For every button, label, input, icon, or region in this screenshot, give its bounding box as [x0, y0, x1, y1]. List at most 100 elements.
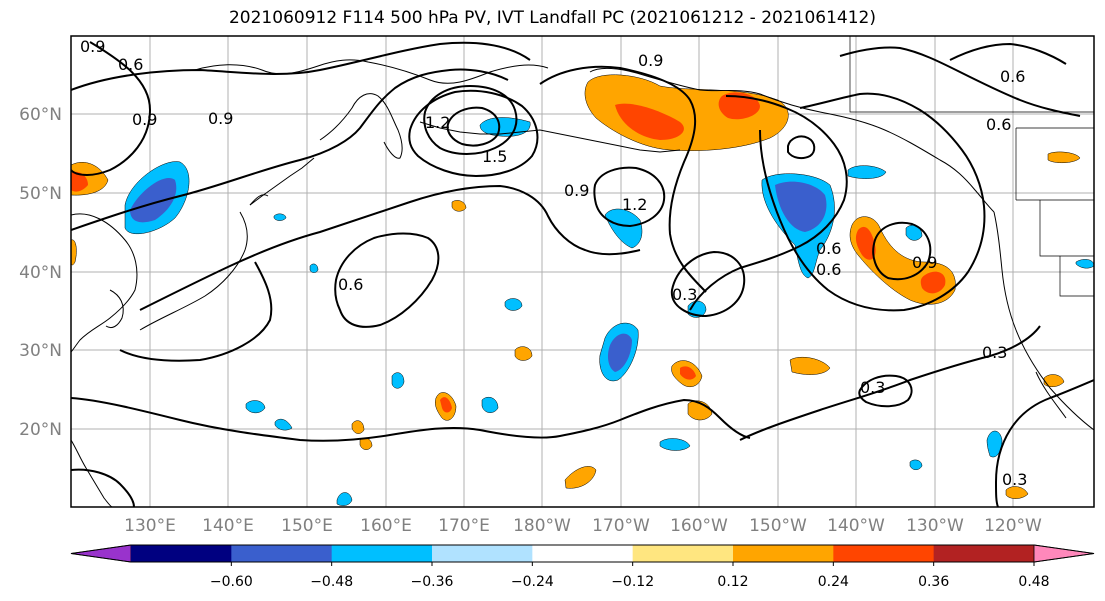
- colorbar-bin: [933, 545, 1035, 562]
- colorbar-bin: [733, 545, 834, 562]
- colorbar-extend-max: [1033, 544, 1095, 563]
- contour-gulf-trough: [689, 95, 848, 311]
- contour-east-loop: [872, 221, 932, 281]
- colorbar-tick-label: 0.48: [1018, 574, 1049, 590]
- contour-east-pacific: [759, 92, 986, 312]
- longitude-label: 160°W: [670, 516, 728, 536]
- contour-label: 1.2: [425, 113, 450, 132]
- colorbar-bin: [833, 545, 935, 562]
- contour-low-center: [423, 84, 518, 155]
- contour-low-inner: [446, 106, 501, 147]
- small-positive-11: [351, 420, 365, 434]
- longitude-label: 130°E: [124, 516, 176, 536]
- small-positive-8: [1047, 151, 1081, 163]
- contour-ridge-150: [119, 261, 273, 362]
- longitude-label: 170°W: [592, 516, 650, 536]
- colorbar-outline: [70, 544, 1095, 563]
- coastline-siberia: [194, 59, 549, 84]
- contour-label: 0.6: [338, 275, 363, 294]
- colorbar-tick-label: 0.12: [717, 574, 748, 590]
- contour-label: 0.6: [986, 115, 1011, 134]
- coastline-north-america: [993, 211, 1094, 431]
- small-negative-9: [659, 438, 691, 451]
- colorbar-tick-label: −0.48: [310, 574, 353, 590]
- small-negative-8: [245, 400, 266, 414]
- contour-low-outer: [408, 89, 539, 178]
- map-panel: 0.9 0.6 0.9 0.9 1.2 1.5 0.9 1.2 0.6 0.6 …: [70, 35, 1095, 508]
- coastline-aleutians: [419, 121, 681, 153]
- small-negative-6: [391, 372, 405, 389]
- contour-subtropical: [71, 397, 751, 442]
- contour-small-loop: [787, 135, 816, 160]
- contour-center-small: [670, 250, 746, 318]
- contour-label: 0.6: [118, 55, 143, 74]
- small-negative-11: [905, 225, 923, 241]
- contour-ridge-north-pacific: [539, 65, 707, 293]
- contour-large-trough: [139, 184, 641, 311]
- colorbar-bin: [331, 545, 433, 562]
- colorbar-tick-label: 0.36: [918, 574, 949, 590]
- contour-northeast-2: [949, 42, 1067, 65]
- small-negative-3: [986, 430, 1003, 458]
- coastline-kamchatka: [319, 93, 403, 159]
- small-positive-6: [564, 466, 597, 489]
- longitude-label: 130°W: [906, 516, 964, 536]
- colorbar: −0.60 −0.48 −0.36 −0.24 −0.12 0.12 0.24 0.36 0.4…: [70, 544, 1095, 590]
- contour-label: 0.3: [672, 285, 697, 304]
- strong-positive-east: [855, 226, 876, 260]
- colorbar-tick-label: 0.24: [818, 574, 849, 590]
- contour-low-170e: [334, 232, 440, 328]
- small-negative-5: [504, 298, 523, 311]
- latitude-label: 50°N: [19, 184, 62, 204]
- small-negative-12: [909, 459, 923, 470]
- contour-west-loop: [71, 41, 152, 176]
- longitude-label: 150°E: [281, 516, 333, 536]
- state-borders: [849, 36, 1094, 297]
- strong-positive-east-2: [920, 271, 946, 294]
- longitude-label: 140°W: [827, 516, 885, 536]
- longitude-label: 140°E: [202, 516, 254, 536]
- small-negative-2: [847, 165, 887, 179]
- small-positive-2-core: [680, 366, 696, 380]
- contour-low-172w: [593, 166, 666, 228]
- map-title: 2021060912 F114 500 hPa PV, IVT Landfall…: [228, 8, 876, 28]
- coastline-asia-south: [71, 439, 113, 507]
- colorbar-bin: [231, 545, 333, 562]
- coastline-korea: [105, 289, 124, 329]
- contour-label: 0.6: [816, 239, 841, 258]
- strong-anomaly-alaska: [615, 103, 684, 140]
- longitude-label: 120°W: [984, 516, 1042, 536]
- latitude-labels: 60°N 50°N 40°N 30°N 20°N: [19, 105, 62, 440]
- contour-label: 0.9: [564, 181, 589, 200]
- contour-label: 0.9: [80, 37, 105, 56]
- contour-label: 1.5: [482, 147, 507, 166]
- colorbar-tick-label: −0.24: [511, 574, 554, 590]
- contour-labels: 0.9 0.6 0.9 0.9 1.2 1.5 0.9 1.2 0.6 0.6 …: [80, 37, 1027, 489]
- colorbar-bin: [532, 545, 634, 562]
- small-negative-15: [273, 213, 287, 221]
- longitude-labels: 130°E 140°E 150°E 160°E 170°E 180°W 170°W 160°W…: [124, 516, 1042, 536]
- contour-southeast-2: [994, 379, 1094, 507]
- contour-low-right-small: [858, 374, 913, 408]
- small-positive-4: [514, 346, 533, 361]
- contour-label: 0.6: [816, 260, 841, 279]
- colorbar-tick-label: −0.60: [210, 574, 253, 590]
- contour-northeast: [839, 46, 1081, 117]
- small-negative-7: [481, 397, 499, 413]
- strong-negative-japan-sea: [130, 178, 177, 223]
- strong-anomaly-alaska-2: [718, 92, 760, 120]
- contour-label: 0.3: [1002, 470, 1027, 489]
- negative-anomaly-north-central: [604, 208, 643, 249]
- longitude-label: 160°E: [360, 516, 412, 536]
- contour-label: 0.9: [638, 51, 663, 70]
- contour-label: 0.6: [1000, 67, 1025, 86]
- longitude-label: 150°W: [749, 516, 807, 536]
- strong-positive-west-edge: [71, 171, 88, 192]
- contour-southeast: [739, 325, 1041, 441]
- colorbar-tick-label: −0.12: [611, 574, 654, 590]
- latitude-label: 60°N: [19, 105, 62, 125]
- coastline-kurils: [249, 157, 315, 206]
- colorbar-bin: [432, 545, 533, 562]
- small-negative-10: [336, 492, 353, 506]
